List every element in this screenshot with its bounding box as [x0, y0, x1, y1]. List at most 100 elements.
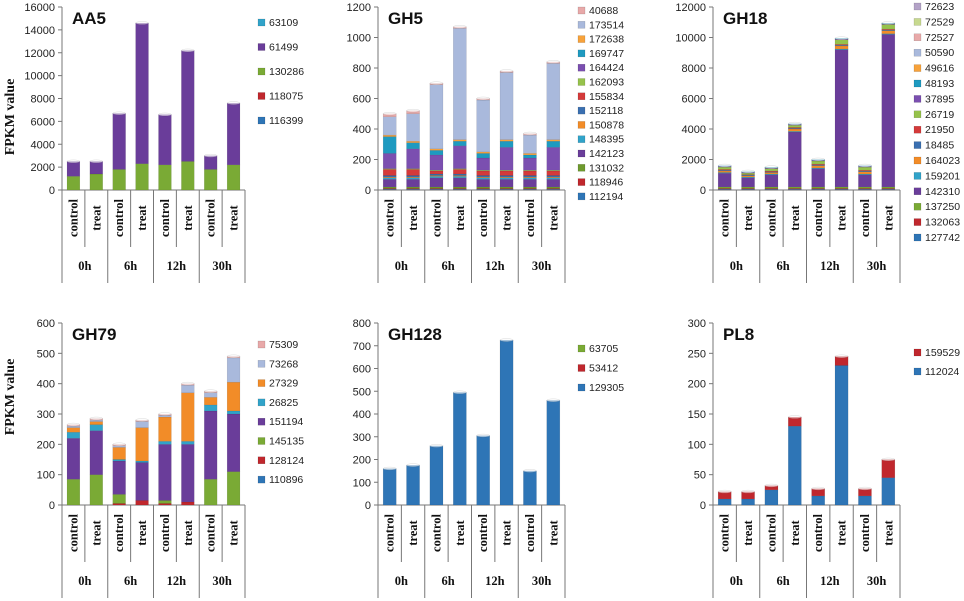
legend-swatch-48193 [913, 79, 922, 88]
x-group-label: 0h [78, 574, 91, 588]
bar-segment-172638 [476, 151, 490, 154]
bar-segment-142310 [788, 131, 802, 188]
bar-segment-26825 [226, 410, 241, 415]
y-tick-label: 4000 [682, 124, 706, 136]
bar-segment-142310 [741, 177, 755, 188]
x-group-label: 30h [867, 259, 887, 273]
y-tick-label: 0 [49, 500, 55, 512]
bar-cap [741, 489, 755, 494]
bar-segment-172638 [406, 140, 420, 143]
bar-segment-118946 [429, 188, 444, 190]
legend-entry-61499: 61499 [269, 42, 298, 54]
bar-cap [226, 354, 241, 359]
bar-segment-61499 [204, 155, 218, 170]
x-category-label: control [764, 513, 778, 551]
y-tick-label: 12000 [24, 48, 55, 60]
bar-segment-137250 [834, 186, 849, 189]
bar-cap [135, 418, 149, 422]
bar-segment-164424 [476, 157, 490, 171]
bar-segment-142123 [453, 177, 467, 188]
y-tick-label: 400 [37, 379, 55, 391]
y-tick-label: 200 [353, 455, 371, 467]
legend-entry-164424: 164424 [589, 62, 624, 74]
x-group-label: 30h [532, 259, 552, 273]
bar-cap [112, 442, 126, 447]
bar-segment-159201 [764, 173, 779, 175]
bar-segment-142310 [858, 174, 872, 188]
legend-entry-26825: 26825 [269, 397, 298, 409]
bar-segment-148395 [523, 177, 537, 180]
legend-entry-63109: 63109 [269, 17, 298, 29]
bar-segment-164424 [429, 154, 444, 171]
bar-segment-128124 [135, 500, 149, 506]
bar-segment-129305 [382, 468, 397, 506]
bar-segment-26719 [788, 124, 802, 128]
bar-segment-27329 [181, 392, 195, 442]
bar-segment-137250 [881, 186, 896, 189]
bar-segment-173514 [453, 28, 467, 140]
bar-segment-132063 [834, 188, 849, 190]
bar-cap [788, 121, 802, 126]
bar-segment-142123 [429, 177, 444, 188]
bar-segment-169747 [429, 150, 444, 156]
bar-cap [881, 21, 896, 25]
legend-entry-169747: 169747 [589, 48, 624, 60]
legend-swatch-128124 [257, 456, 266, 464]
bar-segment-155834 [476, 170, 490, 176]
bar-segment-132063 [741, 188, 755, 190]
bar-segment-155834 [499, 170, 514, 176]
bar-segment-118946 [406, 188, 420, 190]
x-category-label: control [811, 513, 825, 551]
bar-segment-173514 [429, 84, 444, 150]
legend-swatch-63705 [577, 344, 586, 353]
x-category-label: treat [227, 204, 241, 230]
legend-entry-162093: 162093 [589, 77, 624, 89]
legend-entry-151194: 151194 [269, 416, 303, 428]
bar-segment-172638 [453, 139, 467, 142]
y-tick-label: 300 [688, 318, 706, 330]
bar-segment-173514 [382, 116, 397, 136]
bar-cap [204, 389, 218, 393]
bar-segment-130286 [226, 164, 241, 191]
chart-title: GH79 [72, 325, 116, 344]
bar-cap [717, 489, 732, 494]
x-category-label: treat [835, 204, 849, 230]
bar-segment-164023 [881, 30, 896, 34]
bar-segment-112024 [834, 365, 849, 506]
legend-entry-118075: 118075 [269, 91, 303, 103]
legend-entry-155834: 155834 [589, 91, 624, 103]
bar-segment-27329 [135, 427, 149, 462]
bar-segment-61499 [66, 161, 81, 177]
x-category-label: control [383, 198, 397, 236]
bar-segment-131032 [406, 186, 420, 189]
bar-segment-148395 [453, 176, 467, 178]
x-category-label: control [66, 513, 80, 551]
bar-segment-128124 [181, 501, 195, 506]
bar-segment-61499 [89, 161, 103, 175]
bar-segment-164023 [834, 45, 849, 50]
x-group-label: 12h [820, 574, 840, 588]
bar-segment-152118 [429, 173, 444, 176]
x-category-label: control [429, 198, 443, 236]
bar-segment-129305 [453, 392, 467, 506]
y-tick-label: 6000 [682, 94, 706, 106]
legend-entry-172638: 172638 [589, 34, 624, 46]
bar-segment-172638 [523, 153, 537, 156]
bar-segment-164023 [741, 175, 755, 178]
bar-cap [788, 415, 802, 419]
y-tick-label: 300 [37, 409, 55, 421]
bar-segment-130286 [135, 163, 149, 191]
x-group-label: 30h [532, 574, 552, 588]
bar-segment-169747 [453, 140, 467, 146]
bar-segment-130286 [89, 173, 103, 191]
bar-segment-132063 [881, 188, 896, 190]
y-tick-label: 150 [688, 409, 706, 421]
bar-cap [204, 153, 218, 158]
bar-segment-118946 [476, 188, 490, 190]
x-category-label: control [204, 513, 218, 551]
bar-segment-145135 [66, 479, 81, 506]
bar-segment-61499 [226, 102, 241, 166]
bar-cap [135, 21, 149, 25]
bar-segment-142310 [881, 34, 896, 188]
bar-segment-118946 [382, 188, 397, 190]
